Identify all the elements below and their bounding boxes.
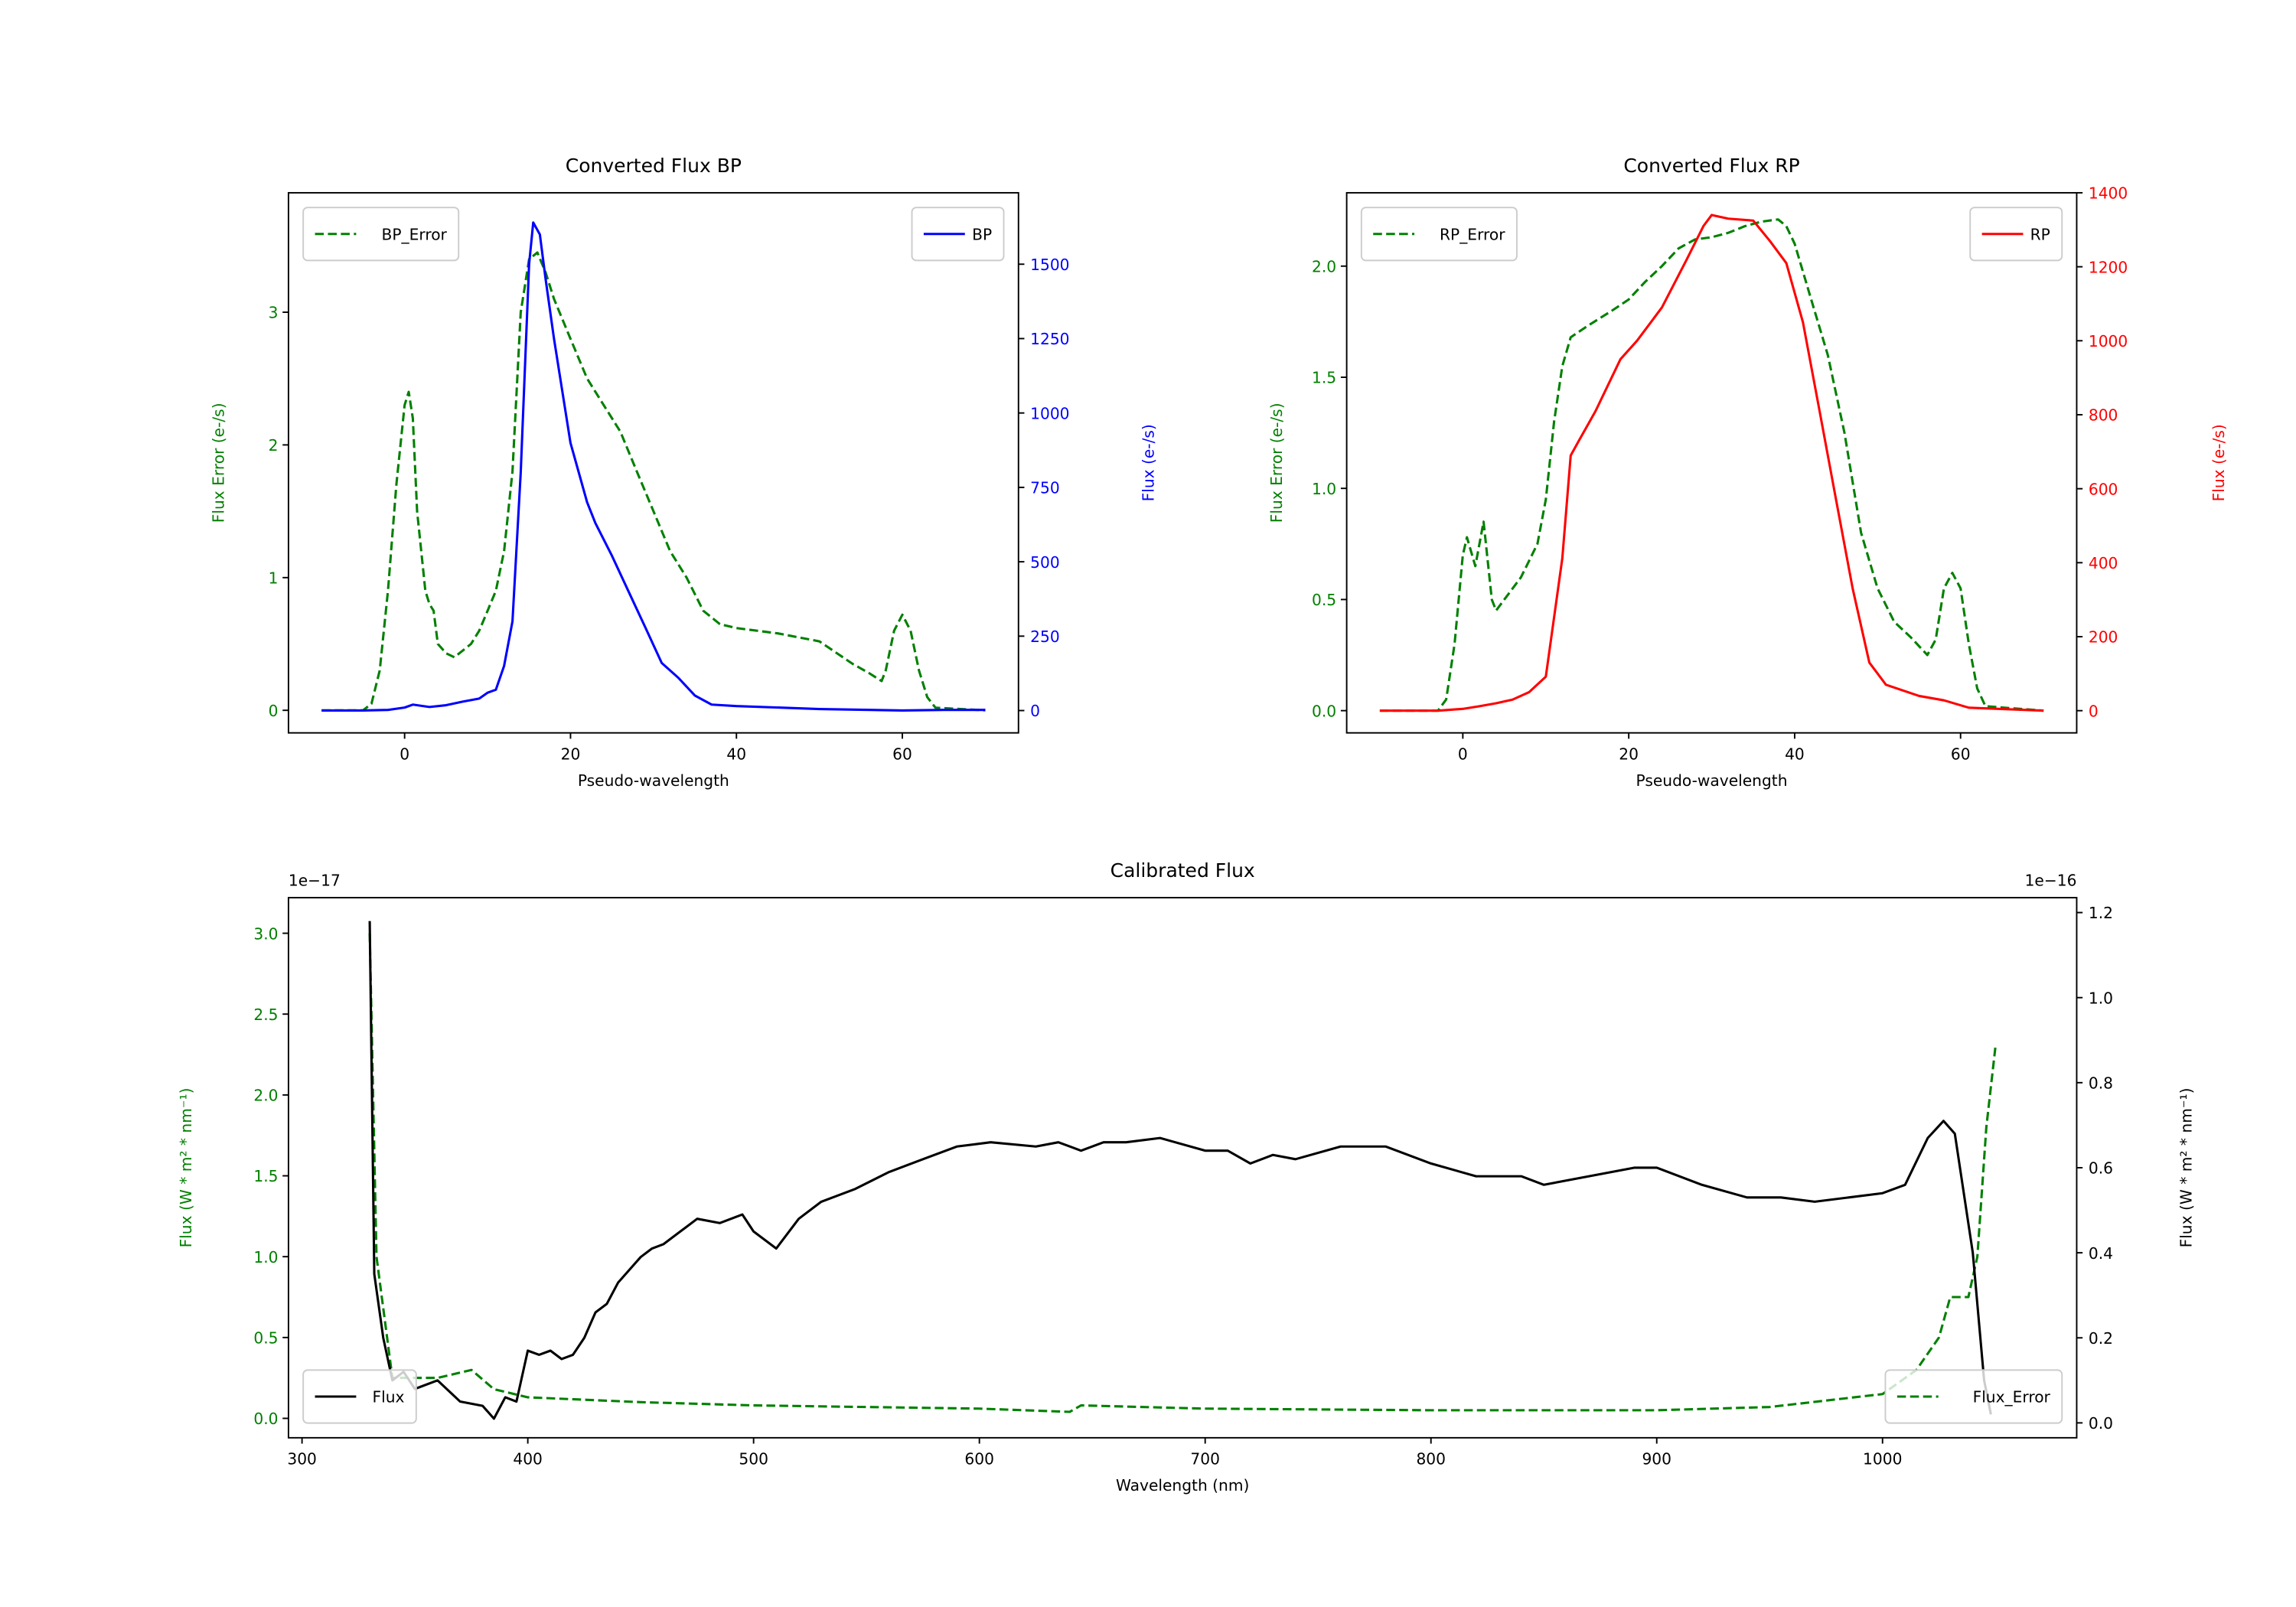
legend-rp_error: RP_Error	[1360, 207, 1518, 262]
chart-title: Converted Flux RP	[1623, 155, 1799, 177]
y-left-tick-label: 2.0	[1312, 257, 1336, 275]
x-tick-label: 0	[1458, 745, 1468, 763]
legend-label: Flux	[372, 1388, 404, 1407]
x-tick-label: 400	[513, 1449, 543, 1468]
y-right-offset-label: 1e−16	[2025, 872, 2077, 890]
legend-box	[1884, 1369, 2063, 1424]
y-right-tick-label: 0.6	[2089, 1159, 2113, 1178]
x-axis-label: Pseudo-wavelength	[578, 771, 729, 790]
legend-box	[302, 207, 460, 262]
series-line-rp_error	[1379, 218, 2044, 712]
legend-flux: Flux	[302, 1369, 417, 1424]
y-left-tick-label: 1	[269, 569, 279, 587]
legend-bp_error: BP_Error	[302, 207, 460, 262]
chart-title: Converted Flux BP	[566, 155, 742, 177]
x-tick-label: 300	[287, 1449, 317, 1468]
subplot-converted-flux-rp: 0 20 40 60 0.0 0.5 1.0 1.5 2.0 0 200 400 600 800 1000 1…	[1267, 155, 2228, 790]
axes-frame	[1345, 191, 2078, 734]
legend-flux_error: Flux_Error	[1884, 1369, 2063, 1424]
x-tick-label: 40	[1785, 745, 1805, 763]
y-left-tick-label: 0.5	[1312, 591, 1336, 609]
series-line-bp	[321, 221, 986, 712]
x-axis-label: Wavelength (nm)	[1116, 1476, 1249, 1495]
y-left-tick-label: 1.5	[1312, 369, 1336, 387]
y-right-axis-label: Flux (W * m² * nm⁻¹)	[2177, 1088, 2195, 1248]
y-right-tick-label: 0.4	[2089, 1244, 2113, 1263]
legend-label: Flux_Error	[1973, 1388, 2051, 1407]
y-right-tick-label: 500	[1030, 553, 1060, 572]
series-line-rp	[1379, 214, 2044, 712]
x-tick-label: 60	[1951, 745, 1971, 763]
y-left-offset-label: 1e−17	[289, 872, 341, 890]
y-left-tick-label: 1.5	[253, 1167, 278, 1185]
y-left-tick-label: 3.0	[253, 924, 278, 943]
x-tick-label: 20	[1619, 745, 1639, 763]
series-line-bp_error	[321, 251, 986, 712]
x-axis-label: Pseudo-wavelength	[1636, 771, 1788, 790]
y-right-tick-label: 0.8	[2089, 1074, 2113, 1093]
legend-box	[302, 1369, 417, 1424]
series-line-flux	[368, 921, 1992, 1420]
subplot-calibrated-flux: 300 400 500 600 700 800 900 1000 0.0 0.5 1.0 1.5 2.0…	[177, 859, 2195, 1495]
y-left-tick-label: 0.0	[1312, 702, 1336, 720]
legend-label: BP_Error	[382, 225, 448, 243]
x-tick-label: 60	[892, 745, 912, 763]
chart-title: Calibrated Flux	[1110, 859, 1255, 882]
y-left-tick-label: 0.0	[253, 1410, 278, 1428]
subplot-converted-flux-bp: 0 20 40 60 0 1 2 3 0 250 500 750 1000 1250 1500 Convert…	[209, 155, 1157, 790]
y-right-tick-label: 1250	[1030, 330, 1069, 348]
y-right-tick-label: 0.0	[2089, 1414, 2113, 1433]
y-left-tick-label: 1.0	[253, 1248, 278, 1266]
y-left-axis-label: Flux (W * m² * nm⁻¹)	[177, 1088, 195, 1248]
y-left-tick-label: 2.0	[253, 1087, 278, 1105]
legend-label: RP_Error	[1440, 225, 1505, 243]
legend-rp: RP	[1969, 207, 2063, 262]
y-right-tick-label: 250	[1030, 627, 1060, 646]
y-right-tick-label: 1200	[2089, 258, 2128, 276]
y-right-tick-label: 200	[2089, 628, 2118, 647]
x-tick-label: 600	[964, 1449, 994, 1468]
y-left-tick-label: 3	[269, 304, 279, 322]
x-tick-label: 1000	[1863, 1449, 1902, 1468]
y-left-axis-label: Flux Error (e-/s)	[1267, 403, 1286, 523]
y-left-tick-label: 0	[269, 702, 279, 720]
legend-bp: BP	[911, 207, 1005, 262]
legend-label: BP	[972, 225, 992, 243]
x-tick-label: 40	[726, 745, 746, 763]
y-right-axis-label: Flux (e-/s)	[2210, 424, 2228, 501]
y-right-tick-label: 750	[1030, 479, 1060, 497]
y-left-tick-label: 2	[269, 436, 279, 455]
x-tick-label: 700	[1190, 1449, 1220, 1468]
x-tick-label: 0	[400, 745, 409, 763]
x-tick-label: 800	[1416, 1449, 1446, 1468]
y-right-tick-label: 800	[2089, 406, 2118, 425]
x-tick-label: 900	[1642, 1449, 1671, 1468]
x-tick-label: 20	[561, 745, 581, 763]
y-right-tick-label: 1400	[2089, 184, 2128, 203]
y-right-tick-label: 1500	[1030, 256, 1069, 274]
y-left-axis-label: Flux Error (e-/s)	[209, 403, 227, 523]
y-right-tick-label: 400	[2089, 554, 2118, 572]
y-right-tick-label: 1000	[1030, 404, 1069, 422]
y-right-tick-label: 0	[2089, 702, 2099, 720]
y-right-axis-label: Flux (e-/s)	[1140, 424, 1158, 501]
legend-label: RP	[2030, 225, 2050, 243]
y-right-tick-label: 0.2	[2089, 1329, 2113, 1348]
series-line-flux_error	[368, 933, 1997, 1413]
axes-frame	[287, 191, 1019, 734]
y-right-tick-label: 1.0	[2089, 989, 2113, 1007]
y-right-tick-label: 600	[2089, 480, 2118, 498]
y-right-tick-label: 0	[1030, 702, 1040, 720]
y-right-tick-label: 1000	[2089, 332, 2128, 350]
y-right-tick-label: 1.2	[2089, 904, 2113, 922]
legend-box	[1360, 207, 1518, 262]
y-left-tick-label: 2.5	[253, 1006, 278, 1024]
x-tick-label: 500	[739, 1449, 768, 1468]
y-left-tick-label: 1.0	[1312, 480, 1336, 498]
y-left-tick-label: 0.5	[253, 1329, 278, 1348]
